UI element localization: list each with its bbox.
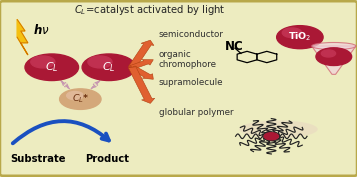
Circle shape [316,48,352,65]
Text: $C_L$: $C_L$ [45,60,59,74]
Circle shape [67,92,83,100]
FancyArrow shape [130,60,154,69]
FancyArrow shape [129,66,154,79]
Text: $C_L$: $C_L$ [102,60,116,74]
Circle shape [321,50,336,57]
Text: Product: Product [85,154,129,164]
Text: TiO$_2$: TiO$_2$ [288,31,312,43]
Text: organic
chromophore: organic chromophore [159,50,217,69]
Text: $C_L$*: $C_L$* [72,93,89,105]
Ellipse shape [316,53,352,64]
Circle shape [282,28,302,38]
Text: supramolecule: supramolecule [159,78,223,87]
Circle shape [82,54,136,81]
FancyArrow shape [128,67,155,103]
Ellipse shape [239,120,318,138]
Circle shape [88,56,112,68]
Text: h$\nu$: h$\nu$ [33,23,49,37]
Text: semiconductor: semiconductor [159,30,224,39]
Circle shape [60,89,101,109]
Text: NC: NC [225,40,244,53]
Text: Substrate: Substrate [11,154,66,164]
Text: globular polymer: globular polymer [159,108,233,117]
Text: $C_L$=catalyst activated by light: $C_L$=catalyst activated by light [74,3,226,17]
FancyArrow shape [129,40,154,68]
Circle shape [264,133,278,140]
Circle shape [31,56,55,68]
Circle shape [25,54,79,81]
Ellipse shape [312,42,356,50]
Polygon shape [312,46,356,74]
Polygon shape [17,19,28,55]
Circle shape [277,26,323,49]
